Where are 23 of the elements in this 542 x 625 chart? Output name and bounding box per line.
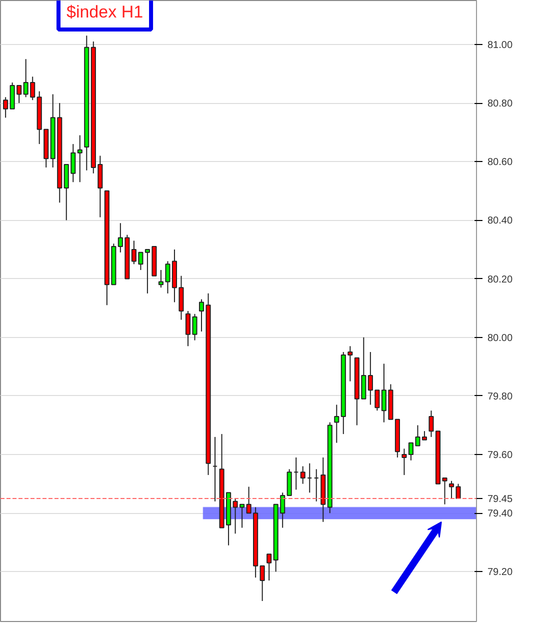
candlestick — [402, 448, 407, 476]
y-tick-label: 81.00 — [488, 40, 513, 51]
candlestick — [428, 410, 434, 438]
candlestick — [246, 486, 252, 514]
annotation: $index H1 — [66, 2, 144, 22]
candlestick — [3, 96, 8, 118]
y-tick-label: 79.20 — [488, 567, 513, 578]
y-tick-label: 80.80 — [488, 98, 513, 110]
candlestick — [348, 346, 353, 382]
y-tick-label: 80.40 — [488, 216, 513, 227]
y-tick-label: 79.40 — [488, 508, 513, 520]
candlestick — [300, 466, 306, 484]
y-tick-label: 79.60 — [488, 450, 513, 462]
ref-line-label: 79.45 — [488, 494, 513, 505]
candlestick — [77, 134, 82, 183]
candlestick — [260, 565, 265, 602]
y-tick-label: 79.80 — [488, 391, 513, 402]
y-tick-label: 80.60 — [488, 157, 513, 168]
candlestick — [266, 554, 272, 581]
y-tick-label: 80.00 — [488, 332, 513, 344]
candlestick — [286, 468, 292, 496]
y-tick-label: 80.20 — [488, 274, 513, 286]
candlestick — [334, 404, 340, 444]
